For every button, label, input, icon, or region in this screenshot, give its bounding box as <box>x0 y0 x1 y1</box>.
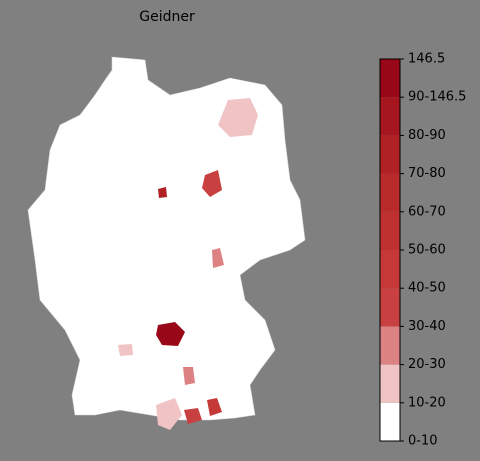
region <box>118 344 133 356</box>
region <box>218 98 258 137</box>
colorbar-tick-label: 10-20 <box>408 395 446 410</box>
colorbar-tick-label: 70-80 <box>408 166 446 181</box>
colorbar: 0-10 10-20 20-30 30-40 40-50 50-60 60-70 70-80 8… <box>380 52 466 449</box>
colorbar-tick-label: 50-60 <box>408 243 446 258</box>
colorbar-tick-label: 146.5 <box>408 52 445 67</box>
colorbar-tick-label: 90-146.5 <box>408 90 466 105</box>
colorbar-band <box>380 59 400 98</box>
colorbar-band <box>380 326 400 365</box>
region <box>156 322 185 346</box>
region <box>207 398 222 416</box>
colorbar-band <box>380 173 400 212</box>
region <box>184 408 202 424</box>
colorbar-tick-label: 80-90 <box>408 128 446 143</box>
colorbar-band <box>380 288 400 327</box>
colorbar-tick-label: 30-40 <box>408 319 446 334</box>
colorbar-band <box>380 211 400 250</box>
region <box>158 187 167 198</box>
colorbar-band <box>380 97 400 136</box>
colorbar-band <box>380 135 400 174</box>
country-outline <box>27 56 306 421</box>
region <box>183 367 195 385</box>
region <box>156 398 182 430</box>
colorbar-tick-label: 60-70 <box>408 204 446 219</box>
colorbar-tick-label: 0-10 <box>408 434 438 449</box>
colorbar-band <box>380 364 400 403</box>
region <box>212 248 224 268</box>
map-title: Geidner <box>139 9 195 25</box>
colorbar-tick-label: 40-50 <box>408 281 446 296</box>
colorbar-tick-label: 20-30 <box>408 357 446 372</box>
colorbar-frame <box>379 58 401 442</box>
colorbar-band <box>380 402 400 441</box>
germany-map <box>27 56 306 430</box>
colorbar-band <box>380 250 400 289</box>
region <box>202 170 222 197</box>
